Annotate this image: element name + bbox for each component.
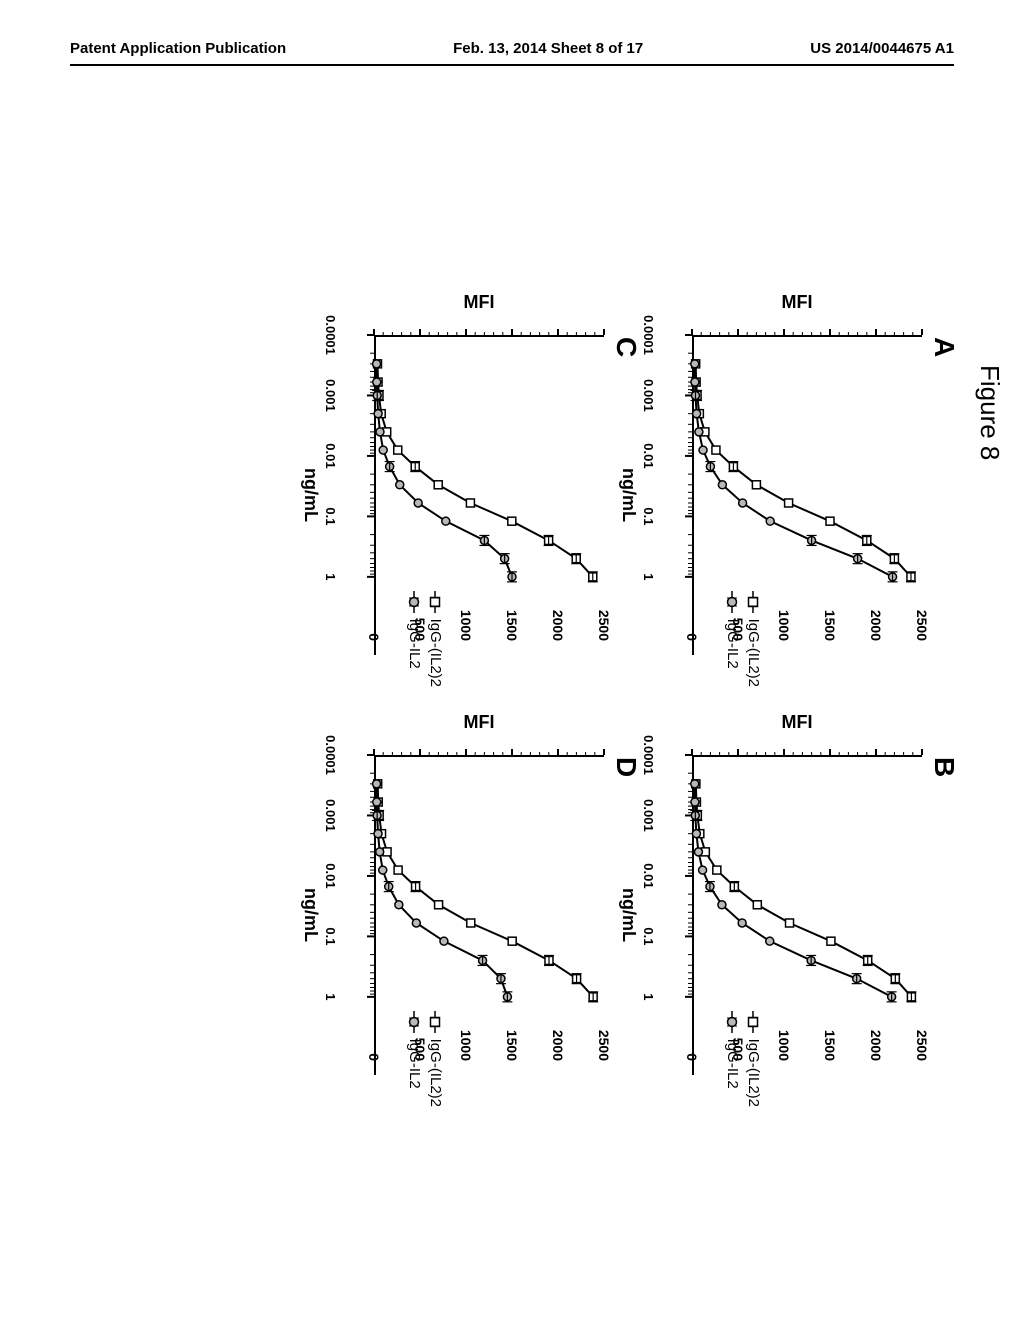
legend-row: IgG-IL2 [724, 1011, 741, 1107]
y-tick-label: 1000 [458, 1030, 474, 1061]
y-tick-label: 1500 [822, 610, 838, 641]
figure-title: Figure 8 [974, 365, 1005, 1045]
x-tick-label: 0.01 [323, 863, 338, 888]
plot-area: MFI ng/mL 05001000150020002500 0.00010.0… [344, 755, 614, 1075]
chart-panel-D: D [344, 695, 638, 1075]
panel-letter: A [928, 337, 960, 357]
y-tick-label: 2500 [596, 610, 612, 641]
x-tick-label: 0.01 [641, 443, 656, 468]
y-tick-label: 2000 [550, 610, 566, 641]
x-tick-label: 0.1 [323, 507, 338, 525]
chart-svg [672, 755, 922, 1035]
chart-panel-B: B [662, 695, 956, 1075]
plot-area: MFI ng/mL 05001000150020002500 0.00010.0… [662, 335, 932, 655]
y-tick-label: 0 [684, 633, 700, 641]
y-tick-label: 2500 [596, 1030, 612, 1061]
header-center: Feb. 13, 2014 Sheet 8 of 17 [453, 40, 643, 57]
circle-icon [408, 1011, 422, 1033]
y-tick-label: 0 [366, 1053, 382, 1061]
legend-row: IgG-IL2 [724, 591, 741, 687]
x-axis-label: ng/mL [300, 468, 321, 522]
y-axis-label: MFI [464, 712, 495, 733]
circle-icon [726, 591, 740, 613]
y-tick-label: 1000 [776, 610, 792, 641]
x-tick-label: 0.1 [323, 927, 338, 945]
x-tick-label: 0.01 [323, 443, 338, 468]
y-tick-label: 2500 [914, 1030, 930, 1061]
x-tick-label: 0.001 [641, 379, 656, 412]
legend-label: IgG-(IL2)2 [745, 1039, 762, 1107]
x-tick-label: 1 [641, 573, 656, 580]
legend-label: IgG-IL2 [724, 1039, 741, 1089]
y-tick-label: 0 [366, 633, 382, 641]
x-tick-label: 0.001 [323, 379, 338, 412]
panels-grid: A [344, 275, 956, 1045]
legend-label: IgG-(IL2)2 [427, 1039, 444, 1107]
square-icon [429, 591, 443, 613]
x-tick-label: 0.0001 [641, 735, 656, 775]
y-axis-label: MFI [464, 292, 495, 313]
x-tick-label: 0.1 [641, 927, 656, 945]
legend-label: IgG-IL2 [406, 1039, 423, 1089]
legend-row: IgG-IL2 [406, 1011, 423, 1107]
y-tick-label: 2000 [550, 1030, 566, 1061]
y-tick-label: 1500 [504, 610, 520, 641]
chart-svg [354, 335, 604, 615]
chart-svg [672, 335, 922, 615]
legend-label: IgG-(IL2)2 [427, 619, 444, 687]
circle-icon [726, 1011, 740, 1033]
x-tick-label: 0.01 [641, 863, 656, 888]
y-axis-label: MFI [782, 712, 813, 733]
x-tick-label: 1 [323, 573, 338, 580]
legend-row: IgG-(IL2)2 [745, 1011, 762, 1107]
panel-letter: D [610, 757, 642, 777]
x-tick-label: 0.0001 [323, 735, 338, 775]
panel-letter: B [928, 757, 960, 777]
chart-legend: IgG-(IL2)2 IgG-IL2 [402, 1011, 444, 1107]
x-axis-label: ng/mL [300, 888, 321, 942]
plot-area: MFI ng/mL 05001000150020002500 0.00010.0… [662, 755, 932, 1075]
chart-legend: IgG-(IL2)2 IgG-IL2 [402, 591, 444, 687]
x-tick-label: 0.001 [323, 799, 338, 832]
y-axis-label: MFI [782, 292, 813, 313]
chart-legend: IgG-(IL2)2 IgG-IL2 [720, 591, 762, 687]
legend-row: IgG-IL2 [406, 591, 423, 687]
chart-panel-C: C [344, 275, 638, 655]
chart-legend: IgG-(IL2)2 IgG-IL2 [720, 1011, 762, 1107]
y-tick-label: 1000 [776, 1030, 792, 1061]
header-left: Patent Application Publication [70, 40, 286, 57]
chart-panel-A: A [662, 275, 956, 655]
y-tick-label: 1500 [822, 1030, 838, 1061]
x-tick-label: 0.0001 [641, 315, 656, 355]
circle-icon [408, 591, 422, 613]
legend-row: IgG-(IL2)2 [427, 591, 444, 687]
y-tick-label: 1500 [504, 1030, 520, 1061]
header-right: US 2014/0044675 A1 [810, 40, 954, 57]
x-tick-label: 0.0001 [323, 315, 338, 355]
y-tick-label: 0 [684, 1053, 700, 1061]
square-icon [747, 591, 761, 613]
legend-label: IgG-IL2 [406, 619, 423, 669]
chart-svg [354, 755, 604, 1035]
legend-label: IgG-IL2 [724, 619, 741, 669]
y-tick-label: 1000 [458, 610, 474, 641]
legend-row: IgG-(IL2)2 [427, 1011, 444, 1107]
x-tick-label: 0.1 [641, 507, 656, 525]
y-tick-label: 2000 [868, 610, 884, 641]
plot-area: MFI ng/mL 05001000150020002500 0.00010.0… [344, 335, 614, 655]
square-icon [747, 1011, 761, 1033]
header-divider [70, 64, 954, 66]
legend-label: IgG-(IL2)2 [745, 619, 762, 687]
page-header: Patent Application Publication Feb. 13, … [0, 40, 1024, 57]
panel-letter: C [610, 337, 642, 357]
legend-row: IgG-(IL2)2 [745, 591, 762, 687]
square-icon [429, 1011, 443, 1033]
y-tick-label: 2500 [914, 610, 930, 641]
x-tick-label: 0.001 [641, 799, 656, 832]
x-tick-label: 1 [323, 993, 338, 1000]
figure-container: Figure 8 A [25, 275, 1005, 1045]
x-tick-label: 1 [641, 993, 656, 1000]
y-tick-label: 2000 [868, 1030, 884, 1061]
